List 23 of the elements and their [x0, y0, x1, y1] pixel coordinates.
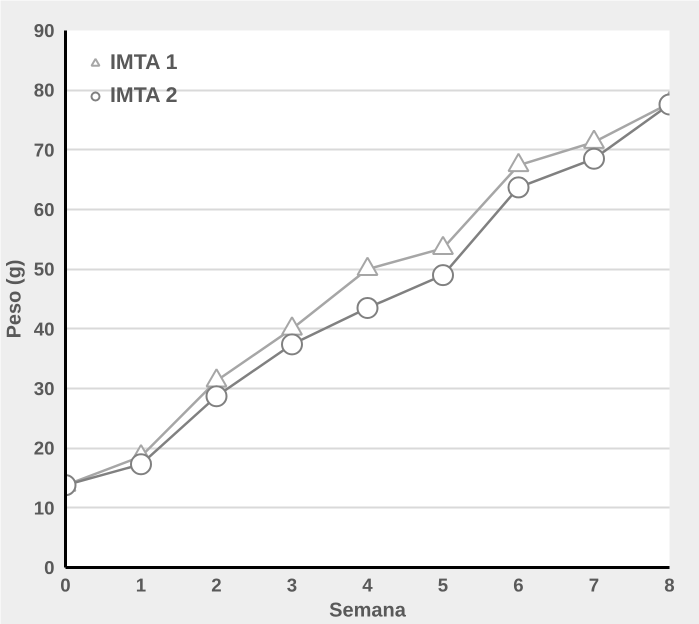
- x-tick-label: 7: [588, 574, 600, 596]
- x-tick-label: 2: [211, 574, 222, 596]
- y-tick-label: 60: [34, 199, 55, 220]
- x-tick-label: 6: [513, 574, 524, 596]
- y-tick-label: 10: [34, 497, 55, 518]
- legend-label: IMTA 2: [110, 83, 178, 108]
- y-axis-title: Peso (g): [4, 260, 26, 338]
- x-axis-title: Semana: [329, 600, 407, 622]
- y-tick-label: 40: [34, 318, 55, 340]
- y-tick-label: 90: [34, 20, 55, 41]
- x-tick-label: 4: [362, 574, 374, 596]
- x-tick-label: 5: [438, 574, 448, 596]
- x-tick-label: 1: [136, 574, 146, 596]
- y-tick-label: 30: [34, 378, 55, 399]
- x-tick-label: 3: [286, 574, 298, 596]
- y-tick-label: 20: [34, 438, 55, 459]
- x-tick-label: 8: [664, 574, 675, 596]
- y-tick-label: 0: [44, 557, 55, 578]
- y-tick-label: 80: [34, 80, 55, 101]
- x-tick-label: 0: [60, 574, 71, 596]
- y-tick-label: 50: [34, 258, 55, 280]
- legend-label: IMTA 1: [110, 50, 178, 75]
- y-tick-label: 70: [34, 139, 55, 160]
